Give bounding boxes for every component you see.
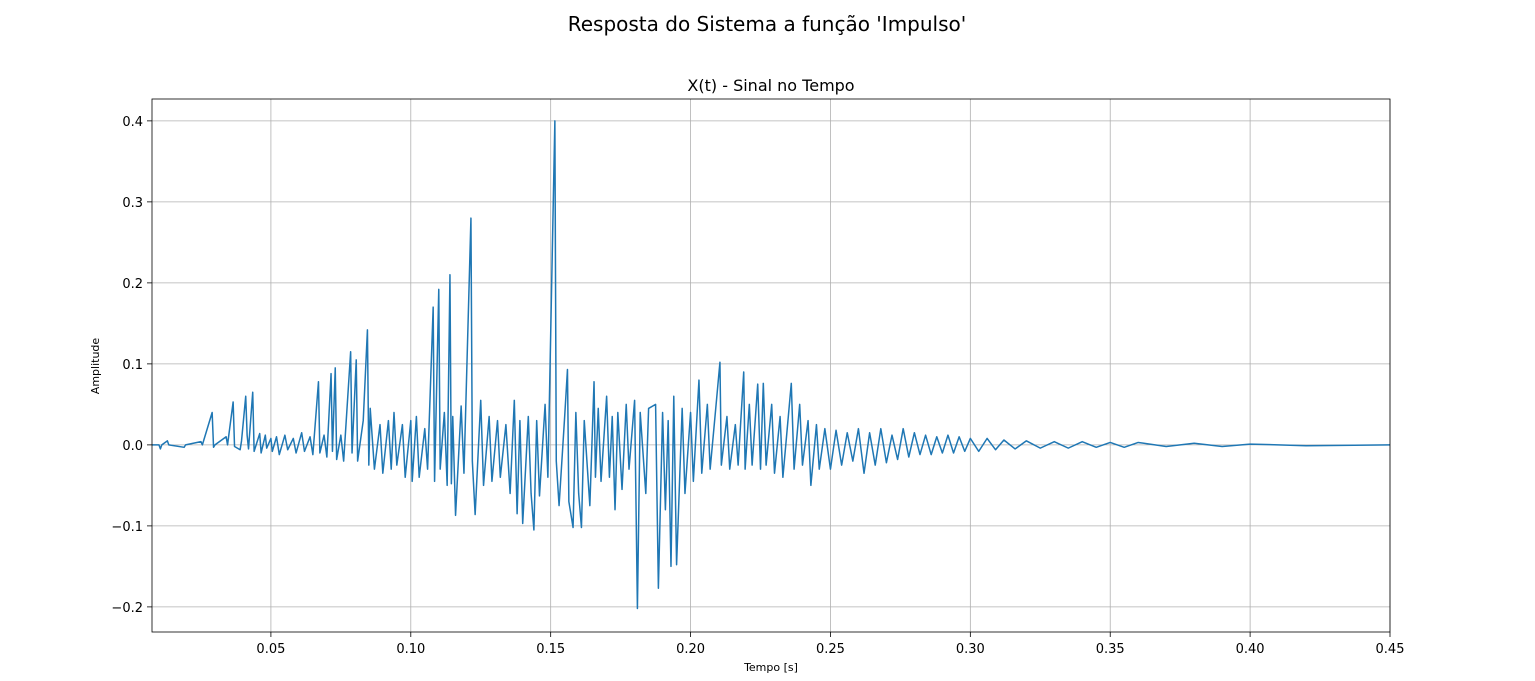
y-tick-label: −0.1 [111,520,143,535]
x-tick-label: 0.40 [1236,642,1265,657]
x-tick-label: 0.15 [536,642,565,657]
x-tick-label: 0.30 [956,642,985,657]
x-tick-label: 0.35 [1096,642,1125,657]
x-tick-label: 0.45 [1376,642,1405,657]
x-axis-label: Tempo [s] [743,661,798,674]
chart-subtitle: X(t) - Sinal no Tempo [687,76,854,95]
x-tick-label: 0.25 [816,642,845,657]
y-tick-label: 0.2 [122,277,143,292]
y-tick-label: 0.0 [122,439,143,454]
signal-line [152,120,1391,610]
x-tick-label: 0.10 [396,642,425,657]
y-axis-label: Amplitude [89,338,102,395]
x-tick-label: 0.20 [676,642,705,657]
y-tick-label: 0.1 [122,358,143,373]
y-tick-label: −0.2 [111,601,143,616]
chart-title: Resposta do Sistema a função 'Impulso' [568,12,967,36]
y-tick-label: 0.4 [122,115,143,130]
y-tick-label: 0.3 [122,196,143,211]
plot-frame [151,98,1391,633]
x-tick-label: 0.05 [256,642,285,657]
